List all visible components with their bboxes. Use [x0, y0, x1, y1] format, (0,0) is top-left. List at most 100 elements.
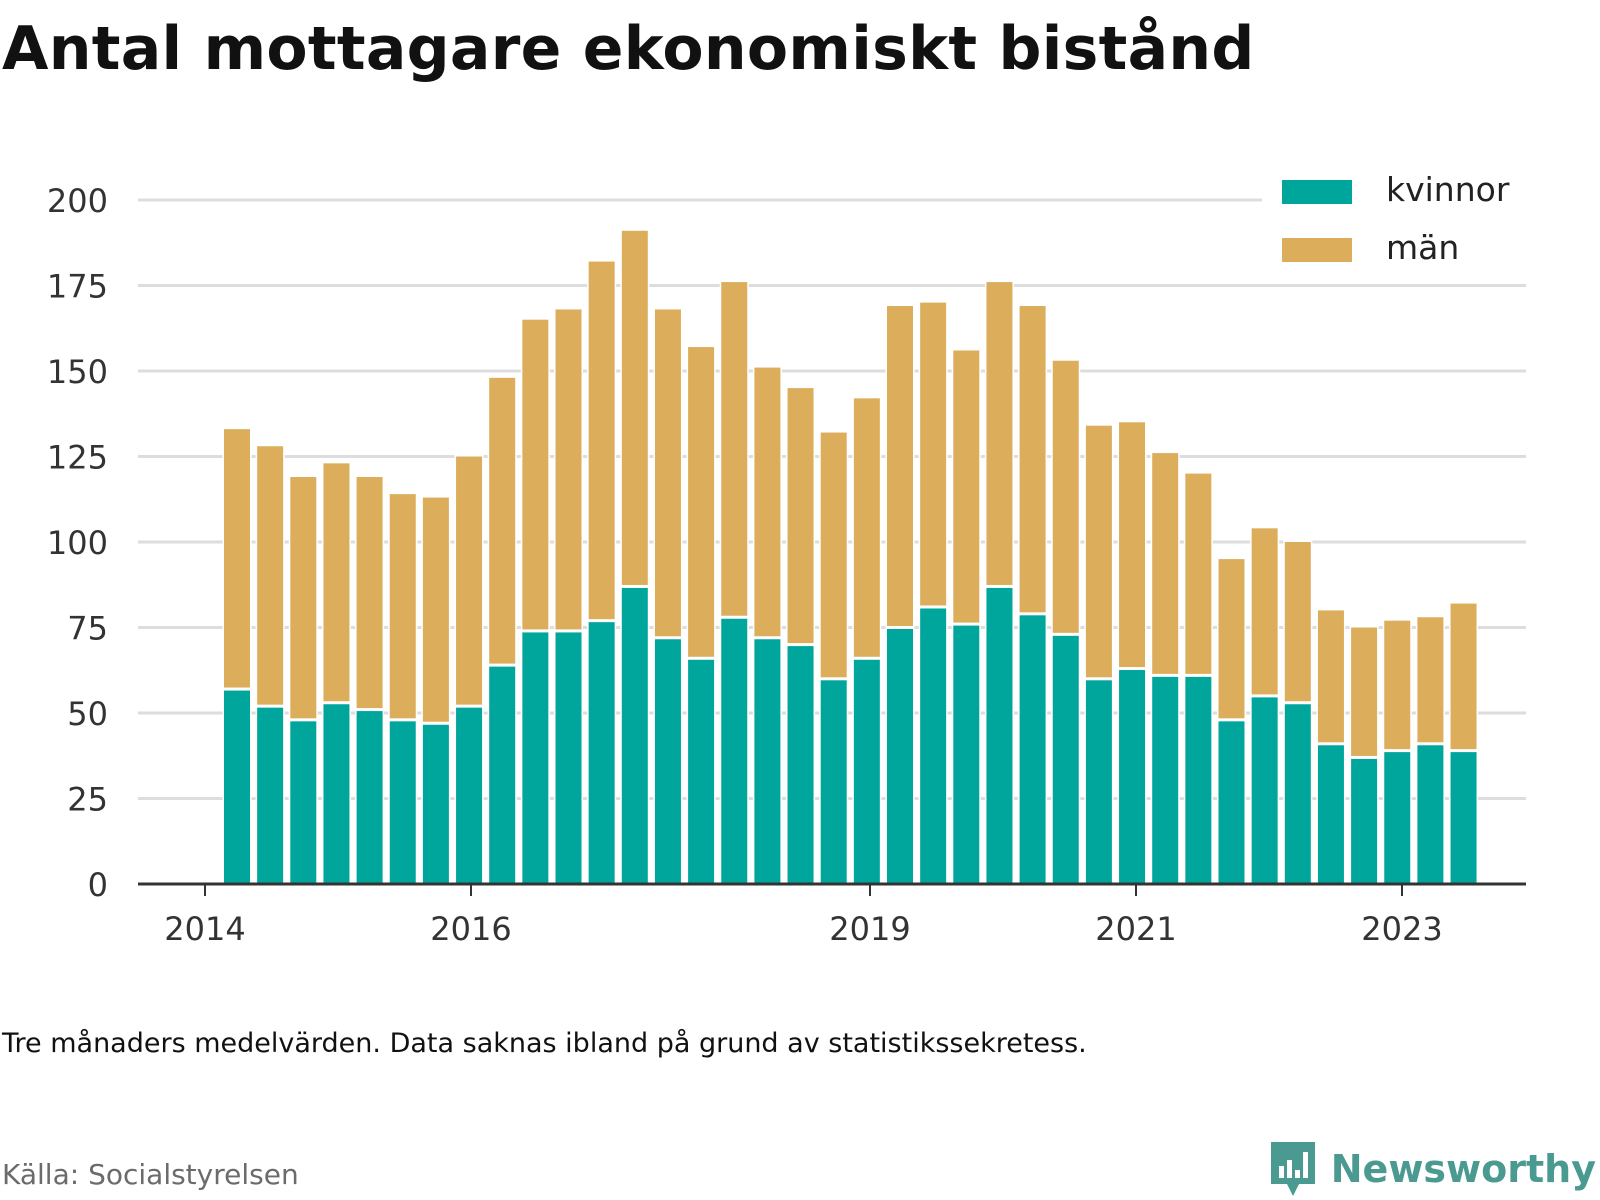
y-tick-label: 0: [88, 866, 108, 904]
bar-man: [787, 388, 814, 644]
bar-man: [820, 432, 847, 678]
bar-kvinnor: [953, 625, 980, 884]
y-tick-label: 100: [47, 524, 108, 562]
legend: kvinnor män: [1262, 166, 1534, 284]
bar-man: [920, 302, 947, 606]
source-credit: Källa: Socialstyrelsen: [2, 1158, 299, 1191]
page-title: Antal mottagare ekonomiskt bistånd: [2, 14, 1255, 84]
bar-kvinnor: [489, 666, 516, 884]
brand-name: Newsworthy: [1330, 1147, 1596, 1191]
bar-man: [986, 282, 1013, 585]
bar-kvinnor: [356, 711, 383, 884]
bar-man: [489, 377, 516, 664]
y-tick-label: 150: [47, 353, 108, 391]
bar-kvinnor: [887, 629, 913, 884]
bar-kvinnor: [224, 690, 250, 884]
bar-man: [356, 477, 383, 709]
bar-kvinnor: [1085, 680, 1112, 884]
bar-kvinnor: [721, 618, 748, 884]
bar-kvinnor: [257, 707, 284, 884]
bar-kvinnor: [1019, 615, 1046, 884]
legend-label: män: [1386, 228, 1459, 267]
bar-kvinnor: [555, 632, 582, 884]
bar-man: [290, 477, 317, 719]
y-tick-label: 125: [47, 439, 108, 477]
y-tick-label: 25: [67, 781, 108, 819]
x-axis: 2014 2016 2019 2021 2023: [138, 882, 1526, 948]
bar-man: [323, 463, 350, 702]
bar-man: [1317, 610, 1344, 743]
bar-kvinnor: [654, 639, 681, 884]
bar-man: [1417, 617, 1444, 743]
bar-man: [1450, 603, 1477, 750]
bar-kvinnor: [1218, 721, 1245, 884]
bar-man: [1019, 306, 1046, 613]
bar-man: [422, 497, 449, 722]
bar-man: [257, 446, 284, 705]
bar-man: [688, 347, 715, 657]
newsworthy-bar-chart-icon: [1270, 1142, 1315, 1196]
bar-kvinnor: [920, 608, 947, 884]
y-axis-tick-labels: 0 25 50 75 100 125 150 175 200: [47, 182, 108, 904]
bar-man: [953, 350, 980, 623]
bar-man: [389, 494, 416, 719]
bar-kvinnor: [787, 646, 814, 884]
bar-man: [621, 230, 648, 585]
bar-kvinnor: [1185, 676, 1212, 884]
bar-kvinnor: [588, 622, 615, 884]
bar-man: [1152, 453, 1179, 674]
bar-kvinnor: [1251, 697, 1278, 884]
y-tick-label: 175: [47, 268, 108, 306]
bar-man: [1185, 473, 1212, 674]
y-tick-label: 50: [67, 695, 108, 733]
bar-kvinnor: [290, 721, 317, 884]
bars: [222, 229, 1479, 885]
bar-man: [1351, 627, 1378, 756]
bar-man: [588, 261, 615, 620]
bar-kvinnor: [1284, 704, 1311, 884]
bar-kvinnor: [1317, 745, 1344, 884]
brand-logo[interactable]: Newsworthy: [1269, 1138, 1596, 1200]
bar-man: [1218, 559, 1245, 719]
bar-kvinnor: [754, 639, 781, 884]
legend-swatch: [1282, 238, 1352, 262]
chart-note: Tre månaders medelvärden. Data saknas ib…: [2, 1028, 1087, 1059]
bar-kvinnor: [688, 659, 715, 884]
x-tick-label: 2014: [164, 910, 245, 948]
legend-label: kvinnor: [1386, 170, 1510, 209]
y-tick-label: 200: [47, 182, 108, 220]
bar-man: [887, 306, 913, 626]
bar-kvinnor: [1351, 758, 1378, 884]
bar-man: [754, 367, 781, 637]
bar-kvinnor: [323, 704, 350, 884]
bar-man: [1284, 542, 1311, 702]
bar-man: [1251, 528, 1278, 695]
bar-man: [456, 456, 483, 705]
x-tick-label: 2021: [1095, 910, 1176, 948]
bar-man: [721, 282, 748, 616]
bar-man: [853, 398, 880, 657]
legend-swatch: [1282, 180, 1352, 204]
bar-man: [522, 319, 549, 630]
bar-kvinnor: [820, 680, 847, 884]
bar-kvinnor: [1450, 752, 1477, 884]
bar-man: [1052, 360, 1079, 633]
bar-kvinnor: [1417, 745, 1444, 884]
x-tick-label: 2019: [829, 910, 910, 948]
bar-man: [1384, 620, 1411, 750]
bar-man: [1085, 425, 1112, 678]
bar-kvinnor: [389, 721, 416, 884]
bar-man: [654, 309, 681, 637]
x-tick-label: 2016: [430, 910, 511, 948]
bar-kvinnor: [621, 587, 648, 884]
bar-man: [555, 309, 582, 630]
bar-kvinnor: [1384, 752, 1411, 884]
bar-kvinnor: [853, 659, 880, 884]
bar-man: [1119, 422, 1146, 668]
bar-kvinnor: [522, 632, 549, 884]
bar-man: [224, 429, 250, 688]
x-tick-label: 2023: [1361, 910, 1442, 948]
bar-kvinnor: [1152, 676, 1179, 884]
y-tick-label: 75: [67, 610, 108, 648]
